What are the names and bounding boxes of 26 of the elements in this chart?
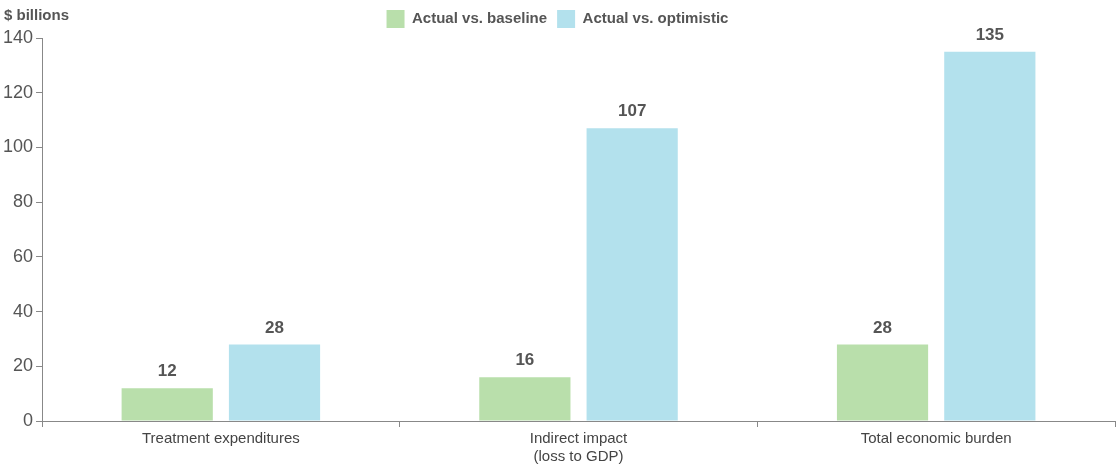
- data-label: 28: [265, 317, 284, 337]
- y-tick-label: 60: [13, 245, 34, 266]
- data-label: 28: [873, 317, 892, 337]
- legend-label: Actual vs. baseline: [412, 9, 548, 27]
- y-tick-label: 120: [2, 81, 34, 102]
- data-label: 12: [157, 361, 177, 381]
- x-tick-label: Treatment expenditures: [141, 429, 300, 447]
- y-tick-label: 40: [13, 300, 34, 321]
- data-label: 107: [617, 101, 647, 121]
- bar: [121, 388, 213, 421]
- bar: [228, 344, 321, 421]
- y-tick-label: 80: [13, 191, 34, 212]
- data-label: 16: [515, 350, 535, 370]
- data-label: 135: [975, 24, 1005, 44]
- x-tick-label: Indirect impact (loss to GDP): [529, 429, 629, 465]
- bar: [944, 51, 1036, 421]
- bar: [836, 344, 929, 421]
- y-axis-title: $ billions: [4, 6, 70, 23]
- bar: [479, 377, 571, 421]
- bar: [586, 128, 678, 421]
- y-tick-label: 100: [2, 136, 34, 157]
- x-tick-label: Total economic burden: [860, 429, 1012, 447]
- y-tick-label: 20: [13, 355, 34, 376]
- y-tick-label: 0: [23, 409, 34, 430]
- legend-label: Actual vs. optimistic: [582, 9, 729, 27]
- y-tick-label: 140: [2, 26, 34, 47]
